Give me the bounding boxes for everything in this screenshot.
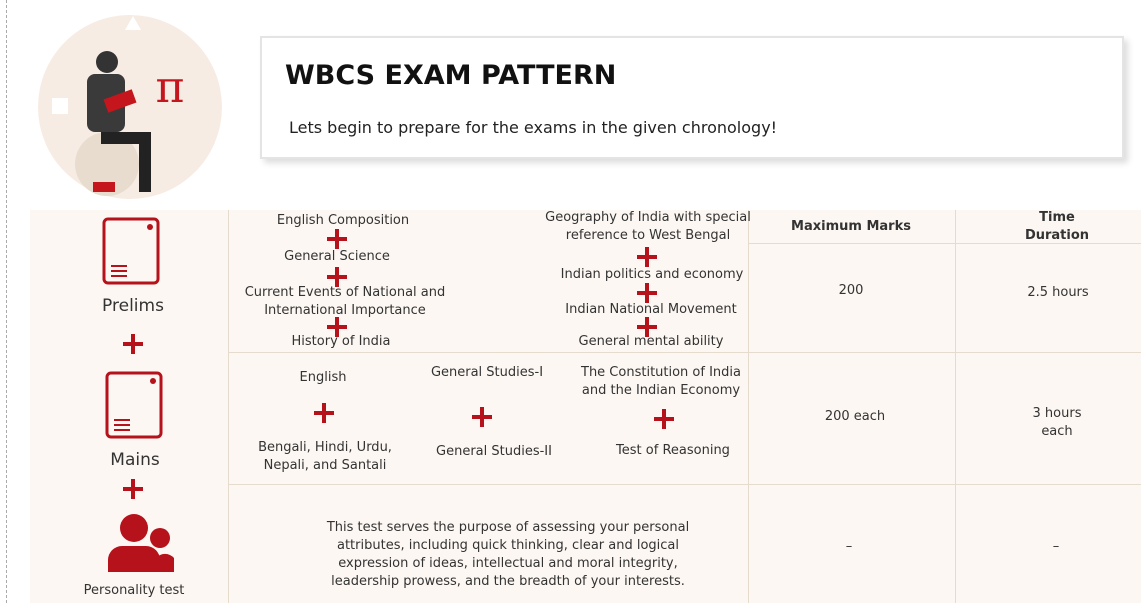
plus-sign bbox=[327, 267, 347, 287]
subject: Test of Reasoning bbox=[616, 443, 730, 458]
divider bbox=[748, 243, 1141, 244]
subject: General Science bbox=[284, 249, 390, 264]
doc-icon bbox=[105, 371, 163, 439]
subject: Bengali, Hindi, Urdu, Nepali, and Santal… bbox=[258, 440, 392, 473]
plus-sign bbox=[123, 479, 143, 499]
plus-sign bbox=[654, 409, 674, 429]
column-header: Maximum Marks bbox=[791, 219, 911, 234]
plus-sign bbox=[637, 283, 657, 303]
title: WBCS EXAM PATTERN bbox=[285, 60, 617, 91]
stage-label: Personality test bbox=[83, 583, 185, 598]
divider bbox=[955, 210, 956, 603]
column-header: Time Duration bbox=[1024, 210, 1090, 243]
subject: General Studies-II bbox=[436, 444, 552, 459]
duration: 2.5 hours bbox=[1027, 285, 1089, 300]
subject: History of India bbox=[291, 334, 391, 349]
divider bbox=[228, 484, 1141, 485]
duration: – bbox=[1052, 539, 1060, 554]
divider bbox=[228, 352, 1141, 353]
divider bbox=[228, 210, 229, 603]
pi-symbol: π bbox=[156, 62, 185, 113]
plus-sign bbox=[637, 247, 657, 267]
divider bbox=[748, 210, 749, 603]
plus-sign bbox=[123, 334, 143, 354]
plus-sign bbox=[327, 229, 347, 249]
duration: 3 hours each bbox=[1032, 406, 1082, 439]
subject: Geography of India with special referenc… bbox=[545, 210, 751, 243]
subtitle: Lets begin to prepare for the exams in t… bbox=[289, 118, 778, 137]
subject: Indian politics and economy bbox=[560, 267, 744, 282]
plus-sign bbox=[327, 317, 347, 337]
marks: 200 each bbox=[824, 409, 886, 424]
subject: General mental ability bbox=[578, 334, 724, 349]
plus-sign bbox=[637, 317, 657, 337]
plus-sign bbox=[472, 407, 492, 427]
subject: Indian National Movement bbox=[565, 302, 737, 317]
subject: English bbox=[299, 370, 347, 385]
header-box: WBCS EXAM PATTERN Lets begin to prepare … bbox=[260, 36, 1124, 159]
illustration: π bbox=[38, 15, 222, 199]
marks: – bbox=[845, 539, 853, 554]
subject: The Constitution of India and the Indian… bbox=[581, 365, 741, 398]
doc-icon bbox=[102, 217, 160, 285]
subject: General Studies-I bbox=[430, 365, 544, 380]
description: This test serves the purpose of assessin… bbox=[326, 520, 690, 589]
subject: Current Events of National and Internati… bbox=[244, 285, 446, 318]
people-icon bbox=[108, 514, 174, 572]
plus-sign bbox=[314, 403, 334, 423]
marks: 200 bbox=[838, 283, 864, 298]
dashed-edge bbox=[6, 0, 7, 603]
stage-label: Prelims bbox=[102, 296, 164, 316]
stage-label: Mains bbox=[110, 450, 160, 470]
subject: English Composition bbox=[276, 213, 410, 228]
